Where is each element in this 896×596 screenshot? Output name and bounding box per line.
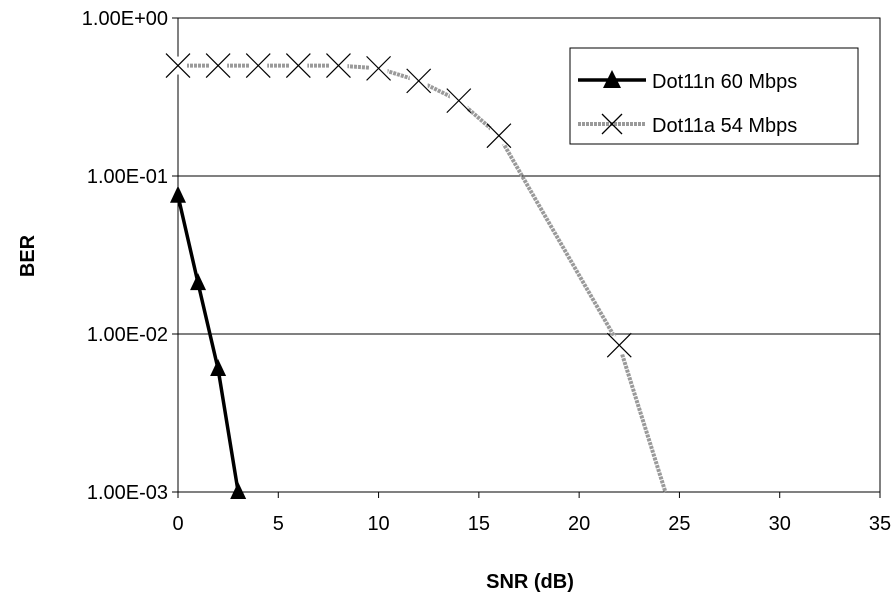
series-line-dot11n	[176, 195, 240, 493]
data-series	[165, 53, 668, 499]
data-point-dot11a	[165, 53, 191, 78]
legend-label-dot11n: Dot11n 60 Mbps	[652, 71, 797, 93]
data-point-dot11a-stroke-b	[486, 123, 512, 149]
x-tick-label-7: 35	[869, 513, 891, 535]
x-tick-label-4: 20	[568, 513, 590, 535]
data-point-dot11a	[285, 53, 311, 78]
data-point-dot11a	[245, 53, 271, 78]
x-tick-label-2: 10	[367, 513, 389, 535]
x-tick-label-0: 0	[172, 513, 183, 535]
legend: Dot11n 60 Mbps Dot11a 54 Mbps	[569, 47, 859, 145]
x-tick-label-6: 30	[769, 513, 791, 535]
data-point-dot11a	[366, 55, 391, 81]
data-point-dot11n	[170, 185, 186, 203]
data-point-dot11a	[406, 68, 432, 94]
x-tick-label-3: 15	[468, 513, 490, 535]
data-point-dot11a-stroke-b	[285, 53, 311, 78]
plot-area-frame	[177, 17, 881, 493]
x-tick-label-5: 25	[668, 513, 690, 535]
y-tick-label-1: 1.00E-01	[87, 166, 168, 188]
y-tick-label-3: 1.00E-03	[87, 482, 168, 504]
data-point-dot11a-stroke-b	[366, 55, 391, 81]
data-point-dot11a-stroke-b	[165, 53, 191, 78]
x-axis-title: SNR (dB)	[486, 571, 574, 593]
data-point-dot11a-stroke-b	[406, 68, 432, 94]
data-point-dot11a-stroke-b	[446, 88, 472, 114]
data-point-dot11a	[486, 123, 512, 149]
data-point-dot11a	[446, 88, 472, 114]
data-point-dot11a	[326, 53, 351, 78]
data-point-dot11a-stroke-b	[326, 53, 351, 78]
y-tick-label-0: 1.00E+00	[82, 8, 168, 30]
data-point-dot11n	[230, 482, 247, 499]
legend-box	[569, 47, 859, 145]
x-axis-ticks: 0 5 10 15 20 25 30 35	[172, 492, 891, 535]
legend-swatch-dot11a-marker	[601, 113, 623, 135]
y-tick-label-2: 1.00E-02	[87, 324, 168, 346]
data-point-dot11a-stroke-b	[245, 53, 271, 78]
data-point-dot11n	[190, 273, 207, 291]
data-point-dot11a	[205, 53, 231, 78]
data-point-dot11a	[606, 332, 632, 358]
y-axis-title: BER	[17, 234, 39, 277]
x-tick-label-1: 5	[273, 513, 284, 535]
legend-swatch-dot11n-marker	[603, 70, 621, 88]
data-point-dot11a-stroke-b	[606, 332, 632, 358]
data-point-dot11n	[210, 359, 227, 377]
legend-label-dot11a: Dot11a 54 Mbps	[652, 115, 797, 137]
y-axis-ticks: 1.00E+00 1.00E-01 1.00E-02 1.00E-03	[82, 8, 178, 504]
data-point-dot11a-stroke-b	[205, 53, 231, 78]
